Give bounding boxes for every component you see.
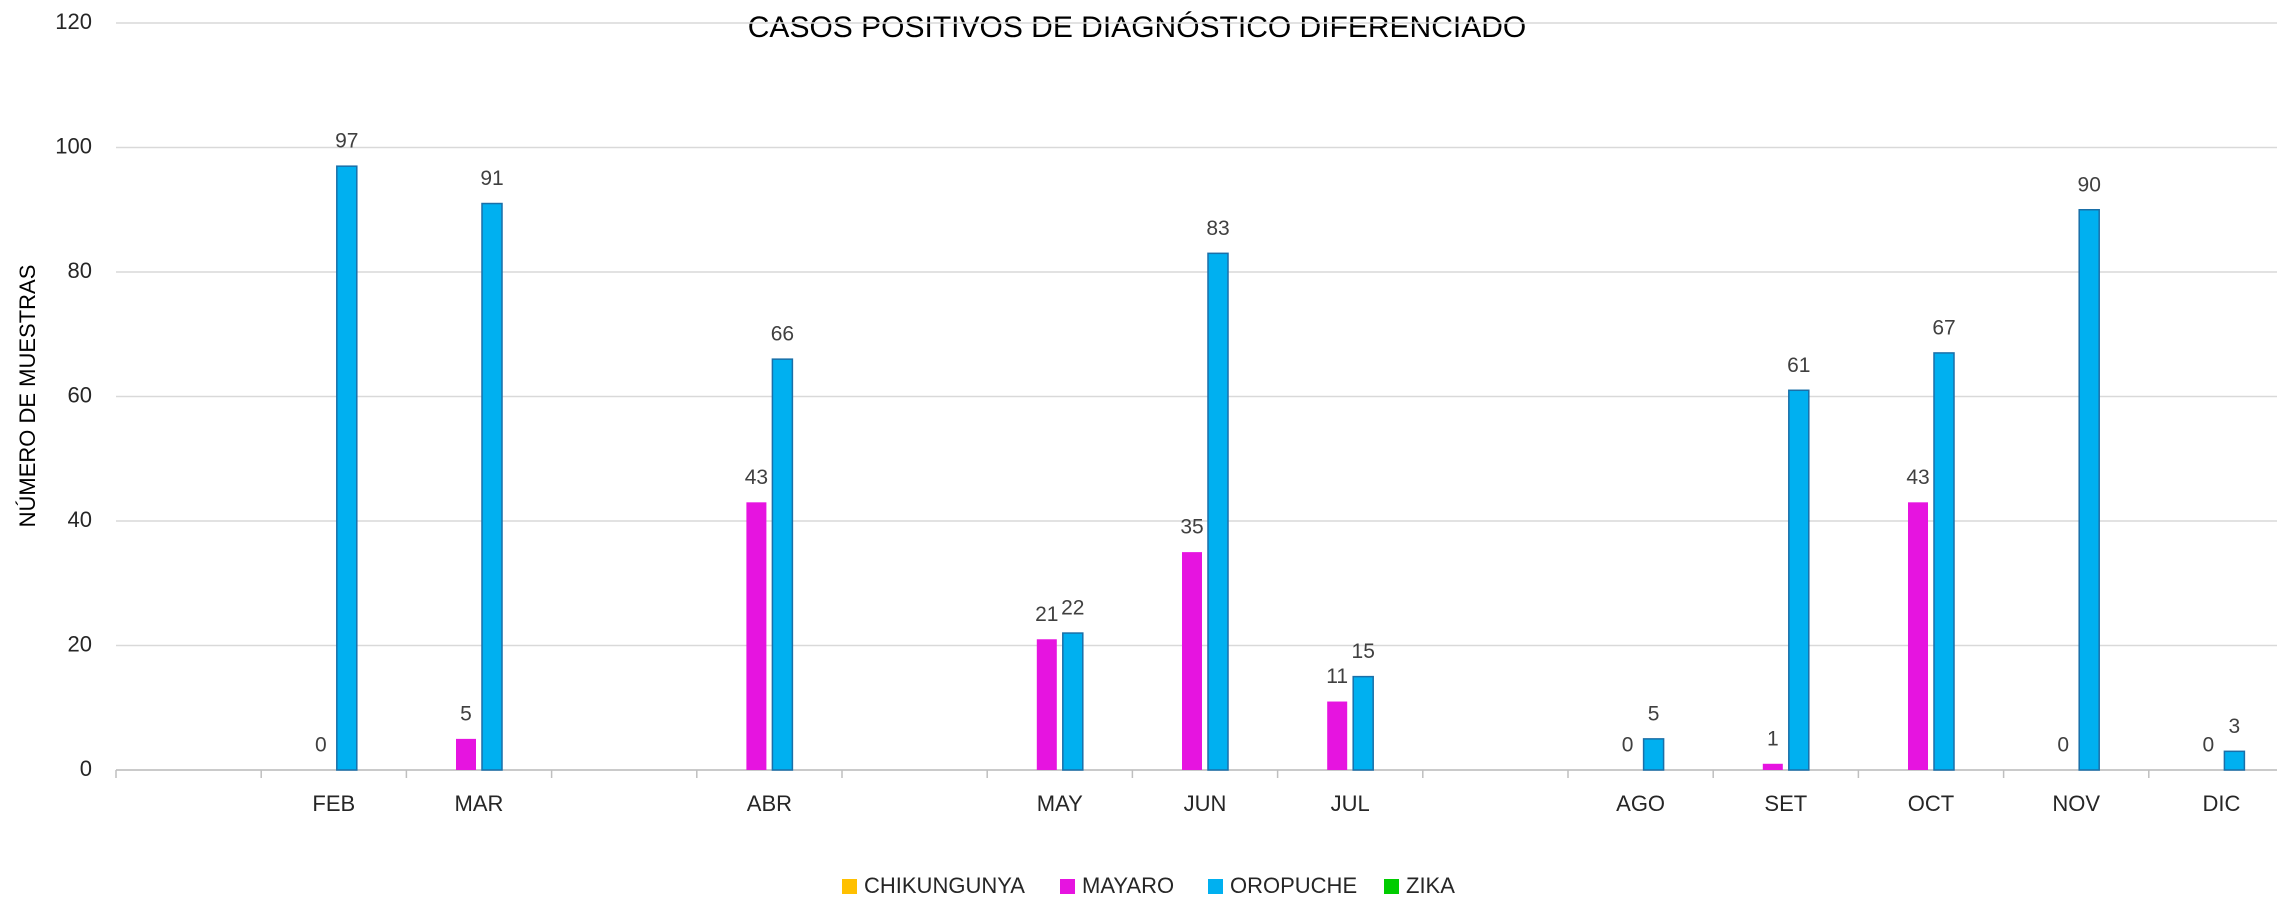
data-label: 15 (1352, 640, 1375, 663)
legend-swatch (1384, 879, 1399, 894)
data-label: 5 (1648, 702, 1660, 725)
data-label: 43 (745, 466, 768, 489)
x-tick-label: FEB (312, 791, 355, 816)
x-tick-label: OCT (1908, 791, 1954, 816)
bar (1762, 763, 1783, 770)
bar (746, 502, 767, 770)
y-tick-label: 0 (80, 756, 92, 781)
bar (1788, 389, 1810, 771)
data-label: 91 (480, 167, 503, 190)
x-tick-label: MAY (1037, 791, 1083, 816)
data-label: 83 (1206, 217, 1229, 240)
bar (1062, 632, 1084, 771)
y-tick-label: 20 (68, 631, 92, 656)
data-label: 97 (335, 130, 358, 153)
data-label: 5 (460, 702, 472, 725)
data-label: 21 (1035, 603, 1058, 626)
legend-swatch (1060, 879, 1075, 894)
x-tick-label: DIC (2202, 791, 2240, 816)
bar (1036, 639, 1057, 770)
data-label: 43 (1906, 466, 1929, 489)
bar (2078, 209, 2100, 771)
bar (2223, 750, 2246, 771)
legend-label: ZIKA (1406, 873, 1455, 898)
bar (1207, 252, 1229, 771)
y-axis-label: NÚMERO DE MUESTRAS (15, 265, 40, 528)
x-tick-label: JUN (1184, 791, 1227, 816)
legend-label: OROPUCHE (1230, 873, 1357, 898)
legend-label: CHIKUNGUNYA (864, 873, 1025, 898)
y-tick-label: 40 (68, 507, 92, 532)
bar (1182, 552, 1202, 770)
data-label: 0 (2203, 734, 2215, 757)
y-tick-label: 80 (68, 258, 92, 283)
x-tick-label: SET (1764, 791, 1807, 816)
x-tick-label: AGO (1616, 791, 1665, 816)
data-label: 61 (1787, 354, 1810, 377)
chart-title: CASOS POSITIVOS DE DIAGNÓSTICO DIFERENCI… (748, 11, 1526, 44)
bar (481, 202, 503, 771)
bar (1933, 352, 1955, 771)
y-tick-label: 100 (55, 133, 92, 158)
data-label: 0 (2057, 734, 2069, 757)
bar (1642, 738, 1665, 771)
data-label: 0 (315, 734, 327, 757)
bar (771, 358, 794, 771)
data-label: 22 (1061, 597, 1084, 620)
x-tick-label: JUL (1331, 791, 1370, 816)
x-tick-label: NOV (2052, 791, 2100, 816)
bar (1327, 701, 1348, 770)
data-label: 3 (2229, 715, 2241, 738)
data-label: 90 (2078, 173, 2101, 196)
bar (1908, 502, 1928, 770)
bar (456, 738, 476, 770)
data-label: 67 (1932, 316, 1955, 339)
data-label: 1 (1767, 727, 1779, 750)
bar (336, 165, 358, 771)
data-label: 11 (1326, 665, 1348, 688)
data-label: 35 (1180, 516, 1203, 539)
x-tick-label: ABR (747, 791, 792, 816)
y-tick-label: 120 (55, 9, 92, 34)
y-tick-label: 60 (68, 382, 92, 407)
legend-label: MAYARO (1082, 873, 1174, 898)
x-tick-label: MAR (455, 791, 504, 816)
legend-swatch (842, 879, 857, 894)
bar (1352, 675, 1374, 771)
data-label: 0 (1622, 734, 1634, 757)
legend-swatch (1208, 879, 1223, 894)
data-label: 66 (771, 323, 794, 346)
